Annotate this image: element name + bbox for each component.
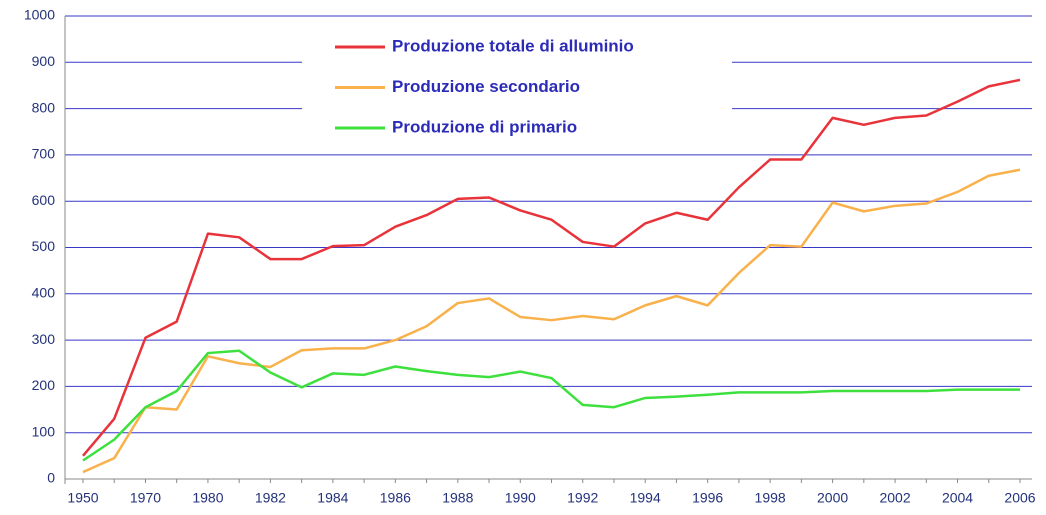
- series-line: [82, 168, 1021, 474]
- y-tick-label: 0: [47, 470, 55, 486]
- y-tick-label: 500: [32, 238, 56, 254]
- x-tick-label: 1986: [380, 490, 411, 506]
- x-tick-label: 1992: [567, 490, 598, 506]
- x-tick-label: 2004: [942, 490, 973, 506]
- legend-label: Produzione totale di alluminio: [392, 36, 634, 55]
- x-tick-label: 1998: [755, 490, 786, 506]
- y-tick-label: 600: [32, 192, 56, 208]
- x-tick-label: 1982: [255, 490, 286, 506]
- x-tick-label: 1984: [317, 490, 348, 506]
- x-tick-label: 1994: [630, 490, 661, 506]
- x-tick-label: 1988: [442, 490, 473, 506]
- y-tick-label: 800: [32, 99, 56, 115]
- legend-label: Produzione di primario: [392, 117, 577, 136]
- x-tick-label: 1996: [692, 490, 723, 506]
- y-tick-label: 1000: [24, 7, 55, 23]
- y-tick-label: 300: [32, 331, 56, 347]
- y-tick-label: 100: [32, 423, 56, 439]
- y-tick-label: 200: [32, 377, 56, 393]
- x-tick-label: 1950: [67, 490, 98, 506]
- x-tick-label: 2006: [1004, 490, 1035, 506]
- x-tick-label: 1980: [192, 490, 223, 506]
- series-line: [82, 349, 1020, 462]
- legend-label: Produzione secondario: [392, 77, 580, 96]
- y-tick-label: 900: [32, 53, 56, 69]
- y-tick-label: 700: [32, 146, 56, 162]
- x-tick-label: 2000: [817, 490, 848, 506]
- x-tick-label: 2002: [879, 490, 910, 506]
- x-tick-label: 1990: [505, 490, 536, 506]
- series-line: [82, 78, 1021, 457]
- x-tick-label: 1970: [130, 490, 161, 506]
- y-tick-label: 400: [32, 285, 56, 301]
